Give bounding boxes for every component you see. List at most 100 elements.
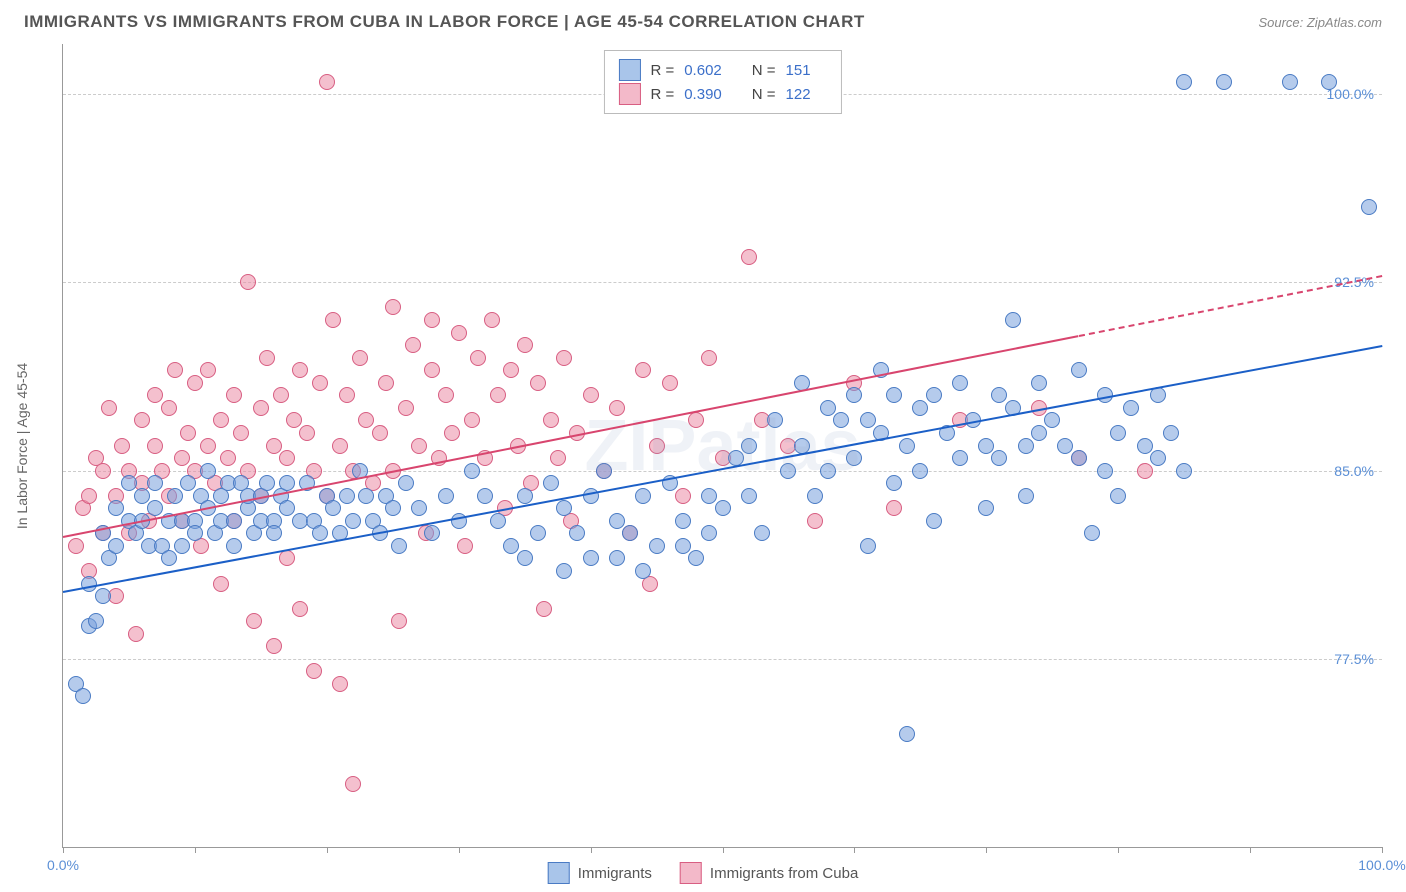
point-cuba bbox=[675, 488, 691, 504]
point-cuba bbox=[187, 375, 203, 391]
point-cuba bbox=[464, 412, 480, 428]
point-immigrants bbox=[899, 726, 915, 742]
point-cuba bbox=[345, 776, 361, 792]
watermark: ZIPatlas bbox=[584, 405, 860, 487]
point-immigrants bbox=[820, 463, 836, 479]
point-cuba bbox=[147, 387, 163, 403]
point-cuba bbox=[95, 463, 111, 479]
point-immigrants bbox=[635, 563, 651, 579]
point-cuba bbox=[424, 362, 440, 378]
point-cuba bbox=[233, 425, 249, 441]
legend-row-cuba: R = 0.390 N = 122 bbox=[618, 83, 826, 105]
point-immigrants bbox=[339, 488, 355, 504]
point-cuba bbox=[886, 500, 902, 516]
point-cuba bbox=[246, 613, 262, 629]
x-tick bbox=[1382, 847, 1383, 853]
point-cuba bbox=[649, 438, 665, 454]
point-immigrants bbox=[464, 463, 480, 479]
x-tick bbox=[591, 847, 592, 853]
x-tick bbox=[63, 847, 64, 853]
point-immigrants bbox=[517, 488, 533, 504]
point-immigrants bbox=[266, 525, 282, 541]
point-immigrants bbox=[1361, 199, 1377, 215]
point-cuba bbox=[266, 638, 282, 654]
point-immigrants bbox=[1071, 450, 1087, 466]
point-cuba bbox=[213, 576, 229, 592]
point-immigrants bbox=[846, 387, 862, 403]
source-label: Source: ZipAtlas.com bbox=[1258, 15, 1382, 30]
point-cuba bbox=[438, 387, 454, 403]
x-tick bbox=[723, 847, 724, 853]
point-immigrants bbox=[1110, 425, 1126, 441]
point-cuba bbox=[635, 362, 651, 378]
point-immigrants bbox=[846, 450, 862, 466]
point-immigrants bbox=[1176, 463, 1192, 479]
y-tick-label: 77.5% bbox=[1334, 651, 1374, 667]
point-cuba bbox=[609, 400, 625, 416]
point-immigrants bbox=[991, 450, 1007, 466]
point-immigrants bbox=[1031, 425, 1047, 441]
point-cuba bbox=[292, 362, 308, 378]
point-immigrants bbox=[635, 488, 651, 504]
r-label: R = bbox=[650, 62, 674, 79]
point-immigrants bbox=[926, 387, 942, 403]
point-immigrants bbox=[1321, 74, 1337, 90]
point-immigrants bbox=[1216, 74, 1232, 90]
point-immigrants bbox=[530, 525, 546, 541]
legend-label-immigrants: Immigrants bbox=[578, 865, 652, 882]
x-tick-label: 0.0% bbox=[47, 857, 79, 873]
point-cuba bbox=[200, 362, 216, 378]
point-immigrants bbox=[1150, 450, 1166, 466]
point-cuba bbox=[134, 412, 150, 428]
n-label: N = bbox=[752, 86, 776, 103]
point-cuba bbox=[200, 438, 216, 454]
point-cuba bbox=[490, 387, 506, 403]
point-immigrants bbox=[312, 525, 328, 541]
point-immigrants bbox=[543, 475, 559, 491]
point-cuba bbox=[161, 400, 177, 416]
point-immigrants bbox=[477, 488, 493, 504]
point-immigrants bbox=[1084, 525, 1100, 541]
gridline bbox=[63, 282, 1382, 283]
point-cuba bbox=[530, 375, 546, 391]
point-immigrants bbox=[1110, 488, 1126, 504]
point-immigrants bbox=[715, 500, 731, 516]
point-immigrants bbox=[108, 538, 124, 554]
legend-item-immigrants: Immigrants bbox=[548, 862, 652, 884]
point-cuba bbox=[174, 450, 190, 466]
point-immigrants bbox=[1282, 74, 1298, 90]
point-immigrants bbox=[978, 438, 994, 454]
point-cuba bbox=[1137, 463, 1153, 479]
point-immigrants bbox=[1071, 362, 1087, 378]
point-immigrants bbox=[688, 550, 704, 566]
point-immigrants bbox=[398, 475, 414, 491]
point-cuba bbox=[807, 513, 823, 529]
point-immigrants bbox=[649, 538, 665, 554]
point-immigrants bbox=[556, 500, 572, 516]
point-immigrants bbox=[1018, 438, 1034, 454]
gridline bbox=[63, 659, 1382, 660]
swatch-immigrants bbox=[618, 59, 640, 81]
point-cuba bbox=[405, 337, 421, 353]
point-immigrants bbox=[912, 400, 928, 416]
x-tick bbox=[986, 847, 987, 853]
point-cuba bbox=[484, 312, 500, 328]
point-immigrants bbox=[1137, 438, 1153, 454]
point-cuba bbox=[536, 601, 552, 617]
point-immigrants bbox=[174, 538, 190, 554]
point-immigrants bbox=[569, 525, 585, 541]
point-immigrants bbox=[991, 387, 1007, 403]
x-tick bbox=[195, 847, 196, 853]
point-cuba bbox=[279, 450, 295, 466]
point-cuba bbox=[325, 312, 341, 328]
x-tick bbox=[327, 847, 328, 853]
x-tick bbox=[459, 847, 460, 853]
swatch-cuba-icon bbox=[680, 862, 702, 884]
point-immigrants bbox=[490, 513, 506, 529]
point-cuba bbox=[411, 438, 427, 454]
r-value-immigrants: 0.602 bbox=[684, 62, 722, 79]
point-immigrants bbox=[1163, 425, 1179, 441]
point-cuba bbox=[101, 400, 117, 416]
point-immigrants bbox=[596, 463, 612, 479]
point-cuba bbox=[319, 74, 335, 90]
